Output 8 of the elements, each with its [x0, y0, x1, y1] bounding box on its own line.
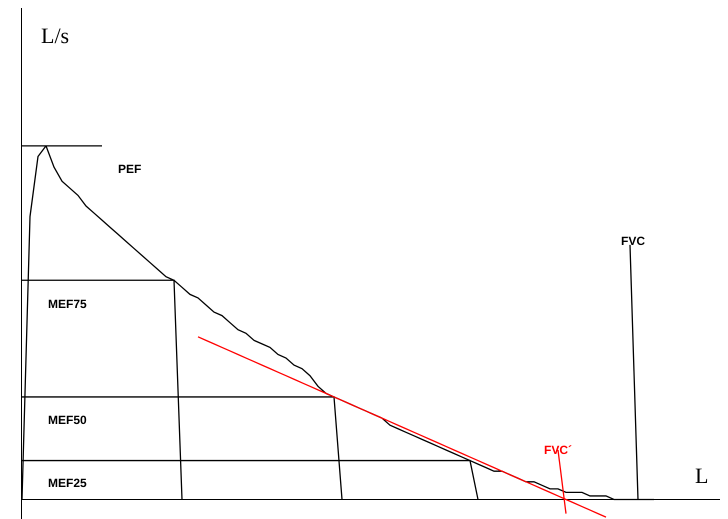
annotation: MEF75 — [48, 297, 88, 311]
text: L/s — [41, 23, 70, 48]
annotation: FVC — [621, 234, 646, 248]
annotation: MEF25 — [48, 476, 88, 490]
annotation: PEF — [118, 162, 142, 176]
annotation: MEF50 — [48, 413, 88, 427]
annotation: L — [695, 463, 708, 488]
annotation: FVC´ — [544, 443, 572, 457]
